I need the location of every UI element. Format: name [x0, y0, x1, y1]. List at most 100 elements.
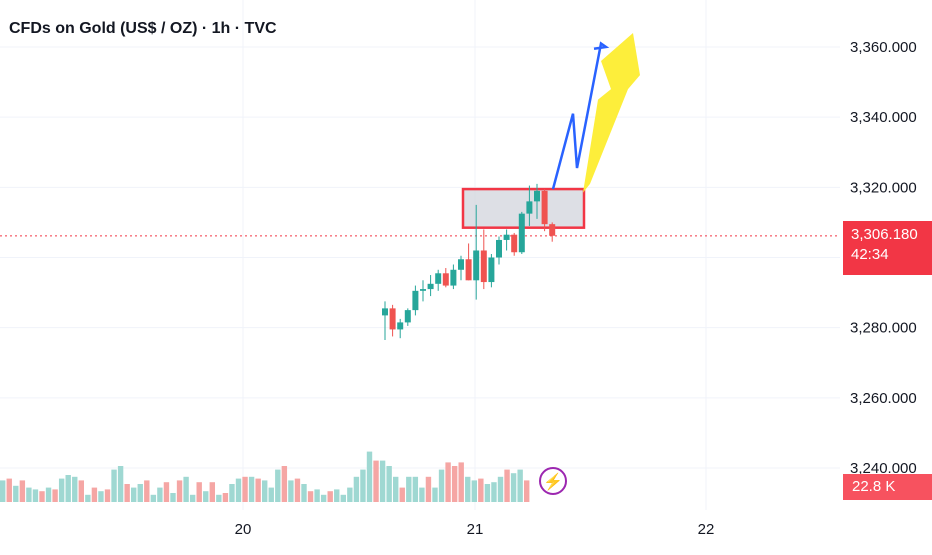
candle-body: [526, 201, 533, 214]
current-price-badge: 3,306.180 42:34: [843, 221, 932, 275]
volume-bar: [26, 487, 32, 502]
volume-bar: [451, 466, 458, 502]
price-tick-label: 3,240.000: [850, 460, 917, 477]
volume-bar: [45, 487, 52, 502]
volume-bar: [484, 484, 491, 502]
volume-bar: [491, 482, 497, 502]
volume-bar: [419, 487, 425, 502]
volume-bar: [458, 462, 464, 502]
projection-arrow-yellow[interactable]: [583, 32, 640, 193]
candle-body: [458, 259, 464, 270]
volume-bar: [78, 480, 84, 502]
volume-bars: [0, 451, 530, 502]
volume-bar: [85, 494, 91, 502]
volume-bar: [242, 476, 248, 502]
price-tick-label: 3,260.000: [850, 390, 917, 407]
volume-bar: [183, 476, 189, 502]
volume-bar: [91, 487, 98, 502]
volume-bar: [399, 487, 405, 502]
volume-bar: [124, 484, 130, 502]
candle-body: [404, 310, 411, 323]
volume-bar: [334, 489, 340, 502]
volume-bar: [255, 478, 261, 502]
candle-body: [488, 257, 495, 283]
volume-bar: [288, 480, 294, 502]
volume-bar: [0, 480, 6, 502]
volume-bar: [379, 460, 386, 502]
volume-bar: [412, 476, 419, 502]
volume-bar: [222, 493, 229, 502]
volume-bar: [438, 469, 445, 502]
volume-bar: [229, 484, 235, 502]
volume-bar: [393, 476, 399, 502]
volume-bar: [497, 476, 504, 502]
volume-bar: [150, 494, 157, 502]
volume-bar: [262, 480, 268, 502]
price-tick-label: 3,340.000: [850, 109, 917, 126]
volume-bar: [314, 489, 320, 502]
volume-bar: [471, 480, 477, 502]
volume-bar: [131, 487, 137, 502]
time-tick-label: 20: [235, 521, 252, 538]
price-tick-label: 3,320.000: [850, 179, 917, 196]
candle-body: [541, 190, 548, 225]
volume-bar: [157, 487, 163, 502]
projection-path-blue[interactable]: [551, 41, 610, 190]
candle-body: [518, 213, 525, 253]
volume-bar: [353, 476, 360, 502]
volume-bar: [347, 487, 353, 502]
volume-bar: [104, 489, 111, 502]
volume-bar: [196, 482, 202, 502]
volume-bar: [58, 478, 65, 502]
time-axis[interactable]: 20 21 22: [235, 521, 715, 538]
volume-bar: [137, 484, 143, 502]
volume-bar: [13, 485, 19, 502]
volume-bar: [386, 466, 392, 502]
volume-bar: [117, 466, 124, 502]
candle-body: [496, 239, 502, 258]
price-tick-label: 3,280.000: [850, 320, 917, 337]
volume-bar: [98, 491, 104, 502]
candle-body: [442, 273, 449, 286]
candle-body: [473, 250, 480, 281]
volume-bar: [19, 480, 26, 502]
volume-bar: [327, 491, 333, 502]
candle-body: [420, 289, 426, 291]
volume-bar: [163, 482, 170, 502]
candle-body: [534, 190, 540, 202]
volume-bar: [52, 489, 58, 502]
volume-bar: [39, 491, 45, 502]
volume-bar: [425, 476, 432, 502]
volume-bar: [373, 460, 379, 502]
candle-body: [549, 224, 556, 236]
candle-body: [480, 250, 487, 283]
volume-bar: [320, 494, 327, 502]
lightning-bolt-icon[interactable]: ⚡: [539, 467, 567, 495]
volume-bar: [524, 480, 530, 502]
volume-bar: [307, 491, 314, 502]
volume-bar: [517, 469, 523, 502]
volume-bar: [406, 476, 412, 502]
chart-title: CFDs on Gold (US$ / OZ) · 1h · TVC: [9, 20, 277, 37]
volume-bar: [6, 478, 12, 502]
candle-body: [397, 322, 404, 330]
volume-bar: [360, 469, 366, 502]
volume-bar: [268, 487, 274, 502]
time-tick-label: 22: [698, 521, 715, 538]
volume-bar: [432, 487, 438, 502]
volume-bar: [170, 493, 176, 502]
volume-bar: [65, 475, 71, 502]
volume-bar: [32, 489, 39, 502]
bar-countdown: 42:34: [851, 246, 889, 263]
candle-body: [412, 290, 419, 311]
volume-bar: [248, 476, 255, 502]
volume-bar: [340, 494, 346, 502]
volume-bar: [176, 480, 183, 502]
candle-body: [389, 308, 396, 330]
grid: [0, 0, 840, 510]
volume-bar: [216, 494, 222, 502]
price-axis[interactable]: 3,240.000 3,260.000 3,280.000 3,320.000 3,34…: [850, 39, 917, 477]
volume-bar: [203, 491, 209, 502]
